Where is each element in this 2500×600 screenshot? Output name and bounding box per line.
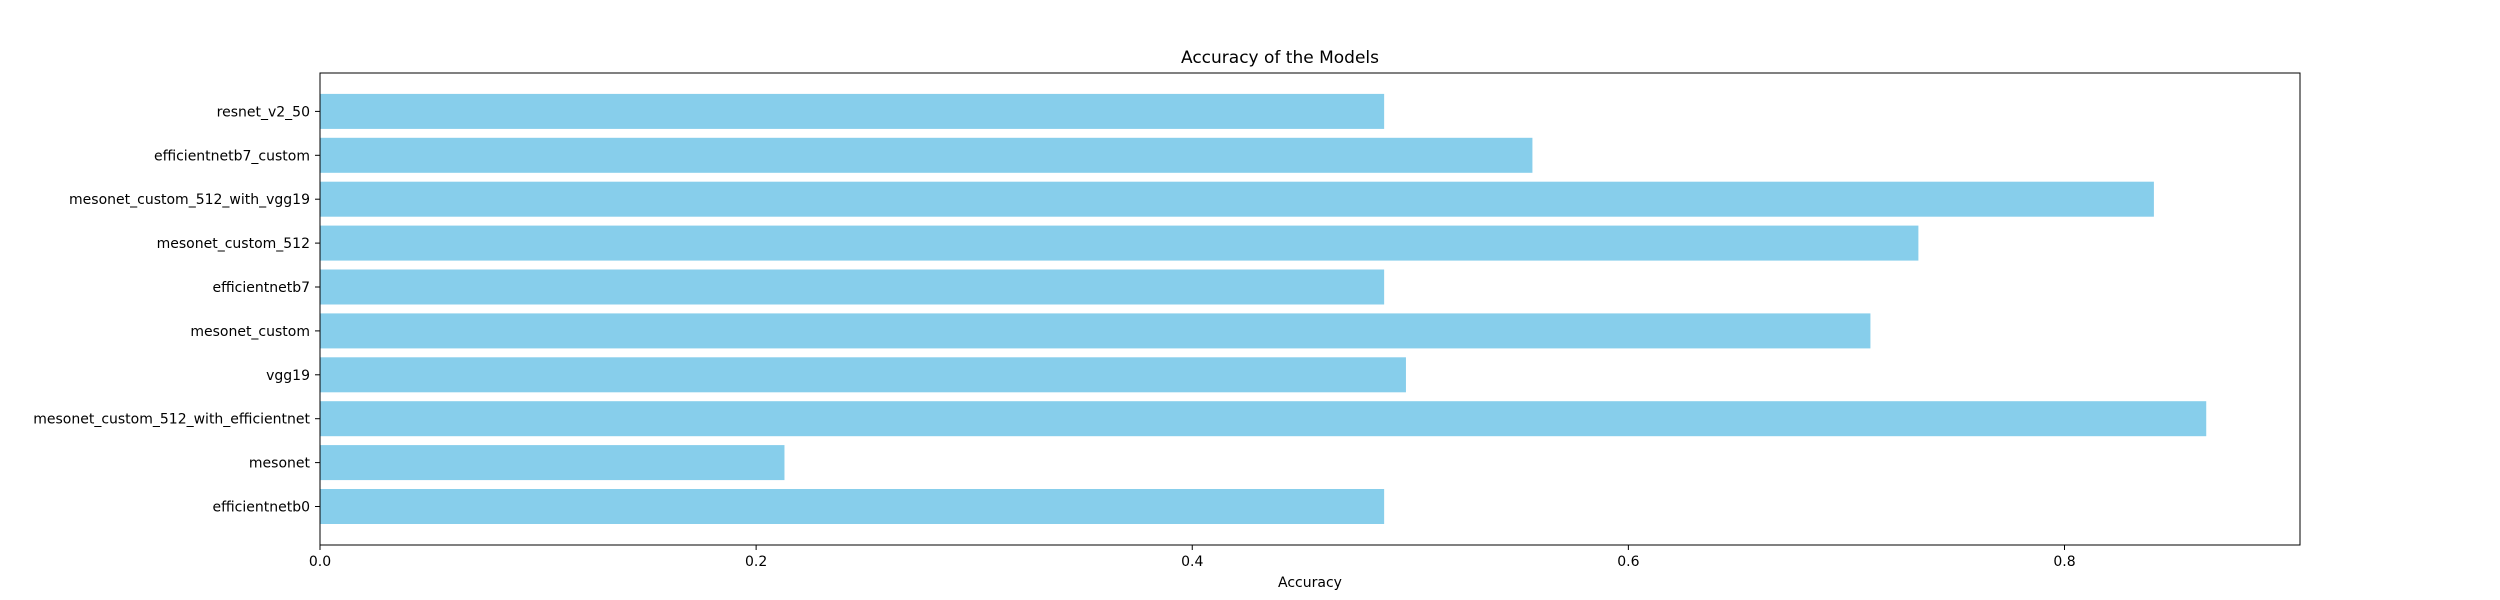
category-label-resnet_v2_50: resnet_v2_50	[217, 104, 310, 120]
bars-group	[320, 93, 2207, 524]
category-label-efficientnetb7: efficientnetb7	[213, 280, 310, 296]
chart-title: Accuracy of the Models	[1181, 48, 1379, 68]
category-label-efficientnetb7_custom: efficientnetb7_custom	[154, 148, 310, 164]
bar-mesonet	[320, 445, 785, 481]
category-label-vgg19: vgg19	[266, 368, 310, 384]
bar-mesonet_custom	[320, 313, 1871, 349]
category-label-mesonet_custom_512: mesonet_custom_512	[157, 236, 310, 252]
category-label-mesonet_custom_512_with_efficientnet: mesonet_custom_512_with_efficientnet	[33, 412, 310, 428]
category-label-efficientnetb0: efficientnetb0	[213, 500, 310, 516]
x-tick-label: 0.8	[2053, 554, 2075, 570]
bar-mesonet_custom_512_with_efficientnet	[320, 401, 2207, 437]
plot-frame	[319, 72, 2301, 546]
bar-resnet_v2_50	[320, 93, 1385, 129]
x-tick-label: 0.0	[309, 554, 331, 570]
category-label-mesonet_custom_512_with_vgg19: mesonet_custom_512_with_vgg19	[69, 192, 310, 208]
category-label-mesonet: mesonet	[249, 456, 311, 472]
bar-efficientnetb7	[320, 269, 1385, 305]
bar-mesonet_custom_512_with_vgg19	[320, 181, 2154, 217]
bar-mesonet_custom_512	[320, 225, 1919, 261]
x-axis-label: Accuracy	[1278, 575, 1342, 591]
bar-efficientnetb0	[320, 489, 1385, 524]
x-tick-label: 0.6	[1617, 554, 1639, 570]
x-ticks-group: 0.0 0.2 0.4 0.6 0.8	[309, 545, 2076, 570]
category-label-mesonet_custom: mesonet_custom	[190, 324, 310, 340]
bar-vgg19	[320, 357, 1406, 393]
category-labels-group: efficientnetb0 mesonet mesonet_custom_512_…	[33, 104, 320, 516]
x-tick-label: 0.4	[1181, 554, 1203, 570]
x-tick-label: 0.2	[745, 554, 767, 570]
bar-efficientnetb7_custom	[320, 137, 1533, 173]
